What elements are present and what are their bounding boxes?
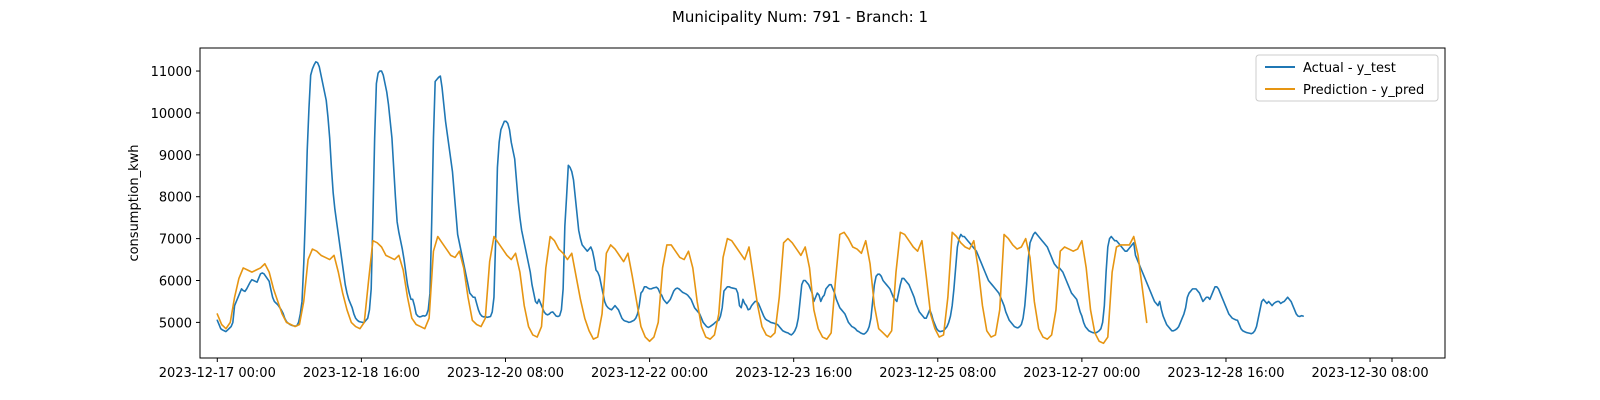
series-line-actual [216, 61, 1305, 336]
legend-frame [1255, 54, 1439, 102]
x-tick-label: 2023-12-27 00:00 [1023, 366, 1140, 381]
plot-frame [199, 47, 1446, 359]
y-tick-label: 9000 [159, 149, 192, 164]
y-tick-label: 8000 [159, 191, 192, 206]
series-line-prediction [216, 231, 1148, 345]
y-tick-label: 6000 [159, 275, 192, 290]
legend-label-prediction: Prediction - y_pred [1303, 83, 1424, 98]
x-axis: 2023-12-17 00:00 2023-12-18 16:00 2023-12-… [159, 358, 1429, 381]
series-layer [216, 61, 1305, 345]
y-axis-label: consumption_kwh [127, 144, 142, 261]
x-tick-label: 2023-12-30 08:00 [1311, 366, 1428, 381]
x-tick-label: 2023-12-25 08:00 [879, 366, 996, 381]
y-tick-label: 5000 [159, 316, 192, 331]
x-tick-label: 2023-12-20 08:00 [447, 366, 564, 381]
y-tick-label: 11000 [151, 65, 192, 80]
y-tick-label: 10000 [151, 107, 192, 122]
x-tick-label: 2023-12-18 16:00 [303, 366, 420, 381]
y-tick-label: 7000 [159, 233, 192, 248]
legend: Actual - y_test Prediction - y_pred [1255, 54, 1439, 102]
chart-title: Municipality Num: 791 - Branch: 1 [672, 8, 928, 26]
x-tick-label: 2023-12-22 00:00 [591, 366, 708, 381]
x-tick-label: 2023-12-17 00:00 [159, 366, 276, 381]
y-axis: 5000 6000 7000 8000 9000 10000 11000 [151, 65, 200, 331]
legend-label-actual: Actual - y_test [1303, 61, 1396, 76]
x-tick-label: 2023-12-28 16:00 [1167, 366, 1284, 381]
plot-area [199, 47, 1446, 359]
x-tick-label: 2023-12-23 16:00 [735, 366, 852, 381]
